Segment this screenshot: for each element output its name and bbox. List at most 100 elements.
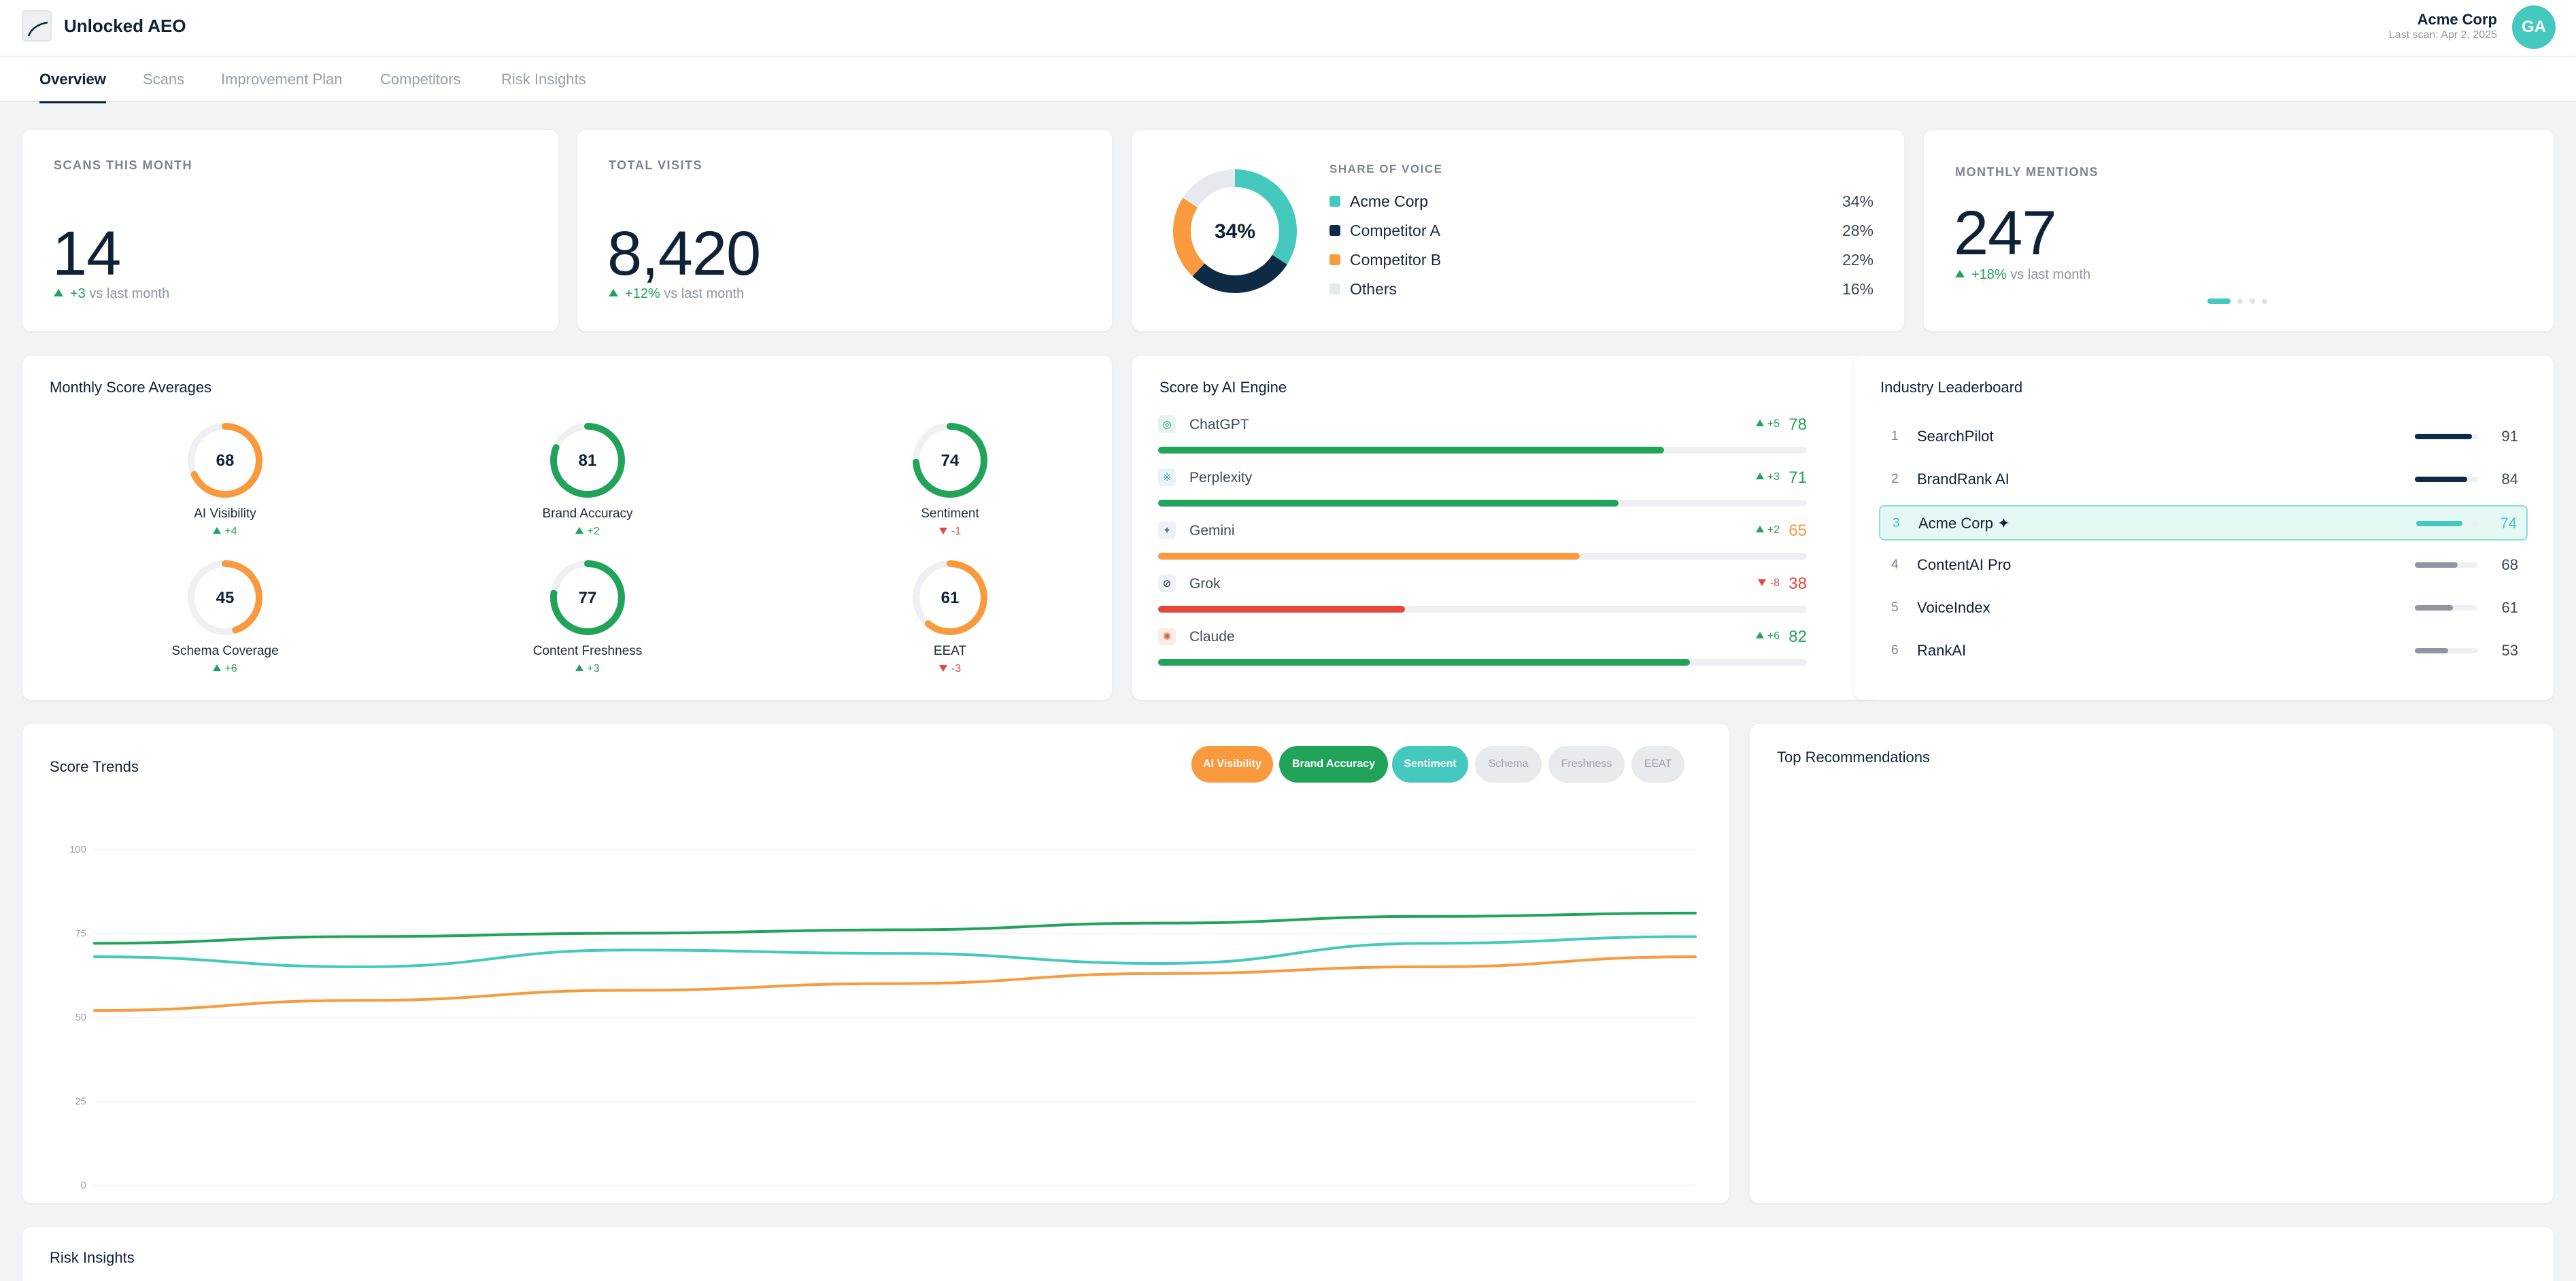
- engine-bar-track: [1158, 606, 1807, 613]
- sov-slice: [1173, 169, 1297, 293]
- engine-row[interactable]: ◎ ChatGPT +5 78: [1158, 415, 1807, 463]
- gauge-delta: -1: [862, 526, 1038, 538]
- leaderboard-bar-fill: [2415, 605, 2454, 611]
- engine-bar-track: [1158, 659, 1807, 666]
- trend-filter-pill[interactable]: Brand Accuracy: [1279, 746, 1388, 783]
- sov-slice: [1173, 169, 1297, 293]
- gauge-ring: 77: [550, 560, 625, 635]
- gauge-fill: [550, 560, 625, 635]
- engine-row[interactable]: ✦ Gemini +2 65: [1158, 522, 1807, 569]
- gauge-ring: 81: [550, 423, 625, 498]
- share-of-voice-donut: 34%: [1173, 169, 1297, 293]
- carousel-dots: [2207, 298, 2269, 305]
- leaderboard-bar-fill: [2415, 434, 2472, 439]
- tab-improvement-plan[interactable]: Improvement Plan: [221, 71, 343, 88]
- user-avatar[interactable]: GA: [2512, 5, 2556, 49]
- visits-card: TOTAL VISITS 8,420 +12% vs last month: [577, 129, 1113, 332]
- mentions-label: MONTHLY MENTIONS: [1955, 165, 2099, 179]
- gauge-delta-value: +4: [224, 526, 237, 537]
- leaderboard-row[interactable]: 1 SearchPilot 91: [1879, 420, 2528, 455]
- visits-delta: +12% vs last month: [609, 286, 744, 302]
- account-name: Acme Corp: [2417, 11, 2497, 28]
- engine-row[interactable]: ⊘ Grok -8 38: [1158, 575, 1807, 622]
- gauge-ring: 45: [188, 560, 262, 635]
- leaderboard-row[interactable]: 5 VoiceIndex 61: [1879, 591, 2528, 626]
- gauge-value: 45: [216, 589, 235, 607]
- y-tick-label: 25: [75, 1096, 86, 1108]
- engine-row[interactable]: ✺ Claude +6 82: [1158, 628, 1807, 675]
- trend-up-icon: [609, 289, 618, 296]
- score-gauge: 61 EEAT -3: [862, 556, 1038, 675]
- trend-filter-pill[interactable]: EEAT: [1631, 746, 1684, 783]
- leaderboard-bar-fill: [2416, 521, 2463, 526]
- leaderboard-row[interactable]: 4 ContentAI Pro 68: [1879, 548, 2528, 583]
- engine-name: ChatGPT: [1189, 417, 1249, 432]
- leaderboard-score: 68: [2501, 556, 2518, 573]
- mentions-value: 247: [1954, 199, 2056, 268]
- sov-title: SHARE OF VOICE: [1329, 163, 1443, 175]
- sov-swatch: [1329, 196, 1340, 207]
- carousel-dot-active[interactable]: [2207, 298, 2231, 304]
- trend-down-icon: [1757, 579, 1766, 586]
- leaderboard-row[interactable]: 2 BrandRank AI 84: [1879, 462, 2528, 498]
- trend-filter-pill[interactable]: AI Visibility: [1191, 746, 1273, 783]
- leaderboard-rank: 2: [1891, 472, 1899, 486]
- sov-row-competitor-b: Competitor B 22%: [1329, 250, 1874, 270]
- trend-filter-pill[interactable]: Schema: [1475, 746, 1542, 783]
- sov-pct: 34%: [1842, 192, 1874, 210]
- gauge-label: Content Freshness: [532, 644, 643, 658]
- gauge-fill: [550, 423, 625, 498]
- gauge-value: 68: [216, 451, 235, 470]
- leaderboard-name: RankAI: [1917, 642, 1967, 659]
- card-title: Top Recommendations: [1777, 749, 1931, 766]
- trend-up-icon: [575, 527, 584, 534]
- app-header: Unlocked AEO Acme Corp Last scan: Apr 2,…: [0, 0, 2576, 57]
- trend-up-icon: [1755, 473, 1764, 479]
- sov-name: Acme Corp: [1350, 192, 1429, 210]
- leaderboard-row[interactable]: 3 Acme Corp ✦ 74: [1879, 505, 2528, 541]
- engine-bar-fill: [1158, 447, 1665, 454]
- leaderboard-name: VoiceIndex: [1917, 599, 1990, 616]
- sov-swatch: [1329, 284, 1340, 294]
- gauge-delta: +2: [499, 526, 676, 538]
- engine-score: 78: [1789, 415, 1807, 434]
- sov-swatch: [1329, 254, 1340, 265]
- gauge-value: 81: [579, 451, 597, 470]
- leaderboard-bar-fill: [2415, 648, 2448, 653]
- trend-up-icon: [1755, 420, 1764, 426]
- sov-pct: 28%: [1842, 222, 1874, 239]
- card-title: Risk Insights: [50, 1249, 135, 1266]
- y-tick-label: 75: [75, 928, 86, 940]
- sov-swatch: [1329, 225, 1340, 236]
- app-logo[interactable]: [22, 10, 52, 41]
- engine-bar-fill: [1158, 553, 1580, 560]
- score-gauge: 74 Sentiment -1: [862, 418, 1038, 538]
- tab-scans[interactable]: Scans: [143, 71, 185, 88]
- trend-down-icon: [938, 528, 947, 534]
- engine-bar-track: [1158, 500, 1807, 507]
- tab-risk-insights[interactable]: Risk Insights: [501, 71, 586, 88]
- leaderboard-row[interactable]: 6 RankAI 53: [1879, 634, 2528, 669]
- grok-icon: ⊘: [1158, 575, 1176, 592]
- score-gauge: 45 Schema Coverage +6: [137, 556, 313, 675]
- leaderboard-score: 84: [2501, 471, 2518, 488]
- engine-row[interactable]: ※ Perplexity +3 71: [1158, 468, 1807, 516]
- gauge-value: 74: [941, 451, 960, 470]
- tab-overview[interactable]: Overview: [39, 71, 106, 103]
- chatgpt-icon: ◎: [1158, 415, 1176, 433]
- gauge-label: Schema Coverage: [171, 644, 279, 658]
- trend-filter-pill[interactable]: Sentiment: [1392, 746, 1468, 783]
- tab-competitors[interactable]: Competitors: [380, 71, 461, 88]
- leaderboard-rank: 1: [1891, 429, 1899, 443]
- gauge-fill: [913, 560, 987, 635]
- engine-name: Perplexity: [1189, 470, 1253, 485]
- carousel-dot[interactable]: [2237, 298, 2243, 304]
- leaderboard-bar-track: [2415, 648, 2477, 653]
- carousel-dot[interactable]: [2250, 298, 2255, 304]
- leaderboard-score: 53: [2501, 642, 2518, 659]
- gauge-value: 61: [941, 589, 960, 607]
- trend-filter-pill[interactable]: Freshness: [1548, 746, 1625, 783]
- last-scan-text: Last scan: Apr 2, 2025: [2388, 29, 2497, 41]
- carousel-dot[interactable]: [2262, 298, 2267, 304]
- leaderboard-rank: 6: [1891, 643, 1899, 657]
